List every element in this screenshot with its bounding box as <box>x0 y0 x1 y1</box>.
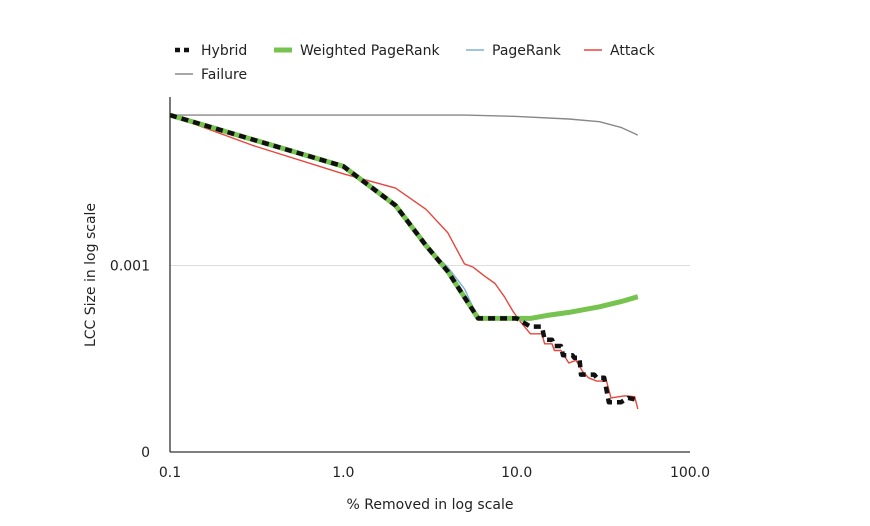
series-line-failure <box>170 114 639 136</box>
legend-item-hybrid: Hybrid <box>175 43 247 59</box>
series-line-attack <box>169 114 639 410</box>
legend-label-weighted-pagerank: Weighted PageRank <box>300 43 440 59</box>
x-tick-label: 1.0 <box>332 465 354 481</box>
ticks-layer: 0.1 1.0 10.0 100.0 0 0.001 <box>110 258 710 481</box>
y-axis-label: LCC Size in log scale <box>83 203 99 347</box>
x-axis-label: % Removed in log scale <box>347 497 514 513</box>
legend-label-attack: Attack <box>610 43 656 59</box>
legend-label-hybrid: Hybrid <box>201 43 247 59</box>
legend-label-pagerank: PageRank <box>492 43 562 59</box>
legend-item-failure: Failure <box>175 67 247 83</box>
legend-item-pagerank: PageRank <box>466 43 562 59</box>
series-line-hybrid <box>169 112 639 405</box>
x-tick-label: 100.0 <box>670 465 710 481</box>
legend-item-attack: Attack <box>584 43 656 59</box>
axes-layer <box>169 97 690 453</box>
x-tick-label: 0.1 <box>159 465 181 481</box>
series-layer <box>169 112 639 410</box>
y-tick-label: 0 <box>141 445 150 461</box>
legend: Hybrid Weighted PageRank PageRank Attack Fai… <box>175 43 656 83</box>
y-tick-label: 0.001 <box>110 258 150 274</box>
series-line-weighted-pagerank <box>169 112 639 321</box>
legend-item-weighted-pagerank: Weighted PageRank <box>274 43 440 59</box>
x-tick-label: 10.0 <box>501 465 532 481</box>
series-line-pagerank <box>169 114 525 323</box>
legend-label-failure: Failure <box>201 67 247 83</box>
